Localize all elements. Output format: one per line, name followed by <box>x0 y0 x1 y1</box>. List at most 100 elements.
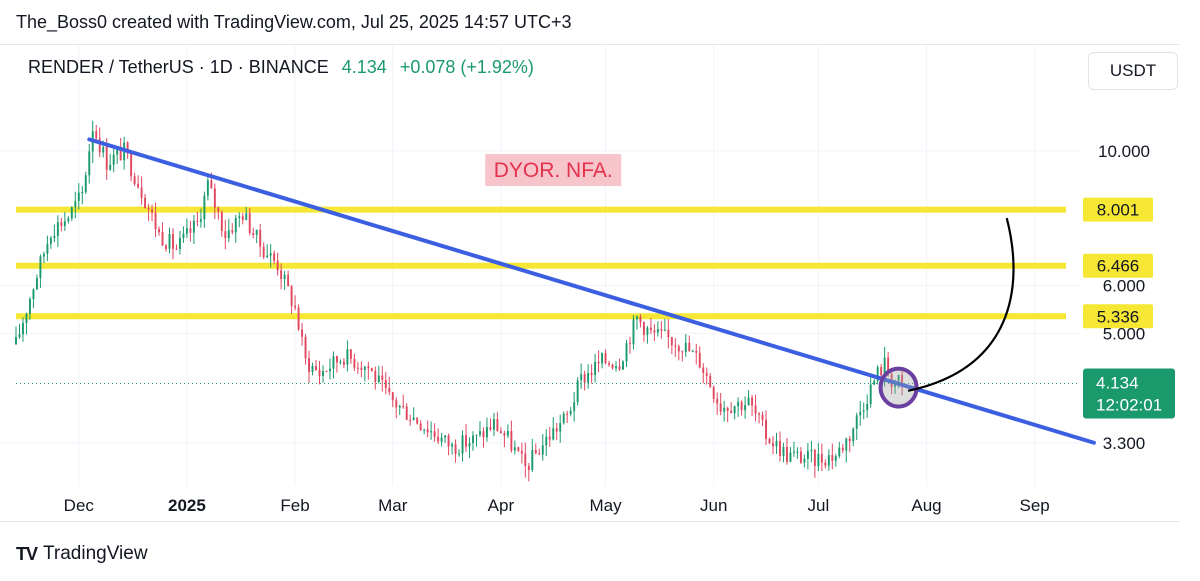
candle-body <box>322 370 324 377</box>
annotations[interactable]: DYOR. NFA. <box>485 154 1015 409</box>
candle-body <box>761 414 764 420</box>
candle-body <box>834 456 837 461</box>
candle-body <box>39 256 42 279</box>
candle-body <box>719 403 722 412</box>
candle-body <box>632 319 635 345</box>
candle-body <box>506 431 509 436</box>
candle-body <box>541 445 544 455</box>
candle-body <box>726 407 729 411</box>
candle-body <box>813 449 816 467</box>
candle-body <box>381 375 384 380</box>
candle-body <box>723 407 726 412</box>
candle-body <box>751 397 754 406</box>
candle-body <box>663 329 666 331</box>
x-tick-label: Aug <box>911 496 941 515</box>
candle-body <box>234 217 237 233</box>
candle-body <box>147 207 150 210</box>
candle-body <box>126 142 129 154</box>
candle-body <box>684 342 687 352</box>
candle-body <box>84 175 87 193</box>
tradingview-logo[interactable]: TV TradingView <box>16 543 148 565</box>
candle-body <box>827 455 830 466</box>
horizontal-levels[interactable]: 8.001 6.466 5.336 <box>16 197 1153 329</box>
candle-body <box>175 248 178 250</box>
candle-body <box>618 366 621 370</box>
candle-body <box>548 436 551 440</box>
candle-body <box>475 434 478 436</box>
candle-body <box>681 351 684 353</box>
candle-body <box>311 366 314 372</box>
candle-body <box>492 419 495 430</box>
candle-body <box>203 195 206 220</box>
candle-body <box>15 337 17 345</box>
candle-body <box>611 364 614 369</box>
trendline-group[interactable] <box>87 137 1096 445</box>
candle-body <box>555 428 558 432</box>
annotation-text: DYOR. NFA. <box>494 159 613 182</box>
candle-body <box>897 374 900 382</box>
y-tick-label: 5.000 <box>1103 324 1146 343</box>
candle-body <box>538 453 541 455</box>
candle-body <box>838 447 841 457</box>
candle-body <box>580 374 583 381</box>
candle-body <box>287 274 290 287</box>
candle-body <box>649 327 652 331</box>
candle-body <box>416 417 419 424</box>
candle-body <box>370 368 373 372</box>
candle-body <box>545 436 548 446</box>
symbol-title[interactable]: RENDER / TetherUS · 1D · BINANCE <box>28 57 329 77</box>
candle-body <box>622 361 624 370</box>
chart-canvas[interactable]: 8.001 6.466 5.336 4.134 12:02:01 DYOR. NFA.… <box>0 44 1200 520</box>
candle-body <box>569 410 572 414</box>
candle-body <box>105 146 108 170</box>
candle-body <box>98 138 101 153</box>
currency-selector[interactable]: USDT <box>1088 52 1178 90</box>
x-tick-label: Jul <box>807 496 829 515</box>
x-tick-label: 2025 <box>168 496 206 515</box>
candle-body <box>806 451 809 459</box>
candle-body <box>49 237 52 245</box>
price-chart[interactable]: 8.001 6.466 5.336 4.134 12:02:01 DYOR. NFA.… <box>0 44 1200 520</box>
candle-body <box>489 427 492 430</box>
candle-body <box>377 375 380 383</box>
candle-body <box>625 343 628 362</box>
candle-body <box>524 453 527 466</box>
breakout-circle <box>878 366 919 409</box>
candle-body <box>283 274 286 280</box>
candle-body <box>534 450 537 454</box>
candle-body <box>820 454 823 463</box>
candle-body <box>496 419 499 432</box>
candle-body <box>527 465 530 470</box>
countdown-label: 12:02:01 <box>1096 395 1162 414</box>
candle-body <box>335 356 338 363</box>
candle-body <box>419 423 422 431</box>
candle-body <box>35 278 38 290</box>
y-tick-label: 10.000 <box>1098 142 1150 161</box>
candle-body <box>266 255 269 258</box>
candle-body <box>824 462 827 466</box>
candle-body <box>479 431 481 435</box>
candle-body <box>353 358 356 368</box>
price-change: +0.078 (+1.92%) <box>399 57 534 77</box>
candle-body <box>503 433 506 436</box>
candle-body <box>705 372 708 376</box>
candle-body <box>172 234 174 249</box>
candle-body <box>185 228 188 234</box>
candle-body <box>426 429 429 433</box>
candle-body <box>42 253 45 257</box>
candle-body <box>53 236 56 238</box>
candle-body <box>887 357 890 375</box>
x-tick-label: Jun <box>700 496 727 515</box>
candle-body <box>566 413 569 415</box>
candle-body <box>189 228 192 233</box>
candle-body <box>325 370 328 372</box>
candle-body <box>60 222 63 227</box>
candle-body <box>702 367 705 373</box>
candle-body <box>670 337 673 346</box>
candle-body <box>329 368 331 372</box>
x-tick-label: May <box>589 496 622 515</box>
candle-body <box>583 374 586 383</box>
candle-body <box>461 435 464 454</box>
candle-body <box>587 373 590 383</box>
candle-body <box>384 379 387 389</box>
